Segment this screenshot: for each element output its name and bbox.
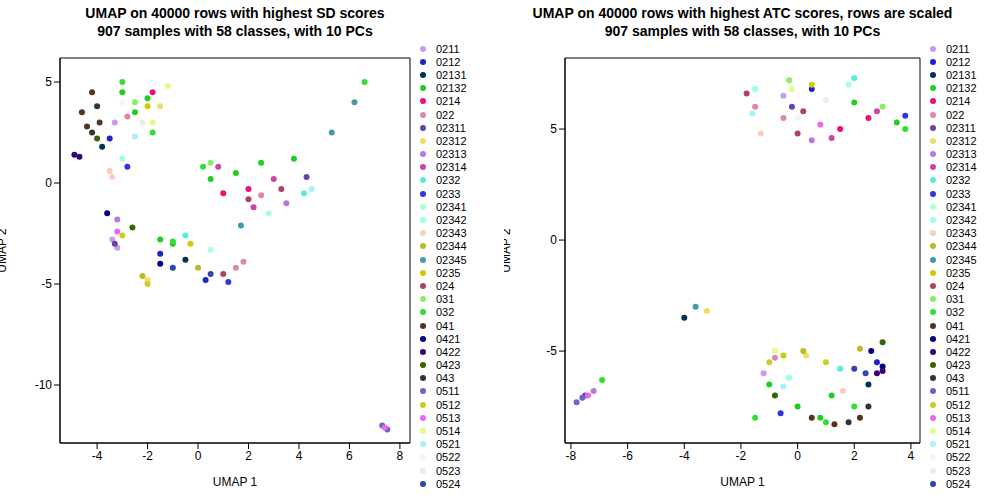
- html-text:043: 043: [946, 372, 965, 385]
- html-text:02311: 02311: [946, 121, 976, 134]
- svg-text:2: 2: [851, 449, 858, 463]
- svg-text:4: 4: [296, 449, 303, 463]
- html-text:0524: 0524: [436, 477, 461, 490]
- svg-text:-5: -5: [546, 344, 557, 358]
- svg-text:4: 4: [908, 449, 915, 463]
- html-text:02343: 02343: [946, 227, 977, 240]
- html-text:0513: 0513: [946, 411, 971, 424]
- html-text:0232: 0232: [436, 174, 461, 187]
- svg-text:-5: -5: [41, 277, 52, 291]
- html-text:0511: 0511: [436, 385, 460, 398]
- html-text:024: 024: [946, 280, 965, 292]
- svg-text:5: 5: [45, 75, 52, 89]
- html-text:02131: 02131: [436, 69, 467, 81]
- html-text:0523: 0523: [946, 464, 971, 477]
- svg-text:-4: -4: [92, 449, 103, 463]
- svg-text:0: 0: [794, 449, 801, 463]
- html-text:0214: 0214: [946, 95, 971, 108]
- html-text:02313: 02313: [946, 148, 977, 161]
- svg-text:5: 5: [550, 122, 557, 136]
- html-text:0211: 0211: [436, 42, 460, 55]
- html-text:907 samples with 58 classes, w: 907 samples with 58 classes, with 10 PCs: [97, 23, 373, 39]
- html-text:02314: 02314: [436, 161, 467, 174]
- html-text:0423: 0423: [946, 359, 971, 372]
- svg-text:0: 0: [195, 449, 202, 463]
- html-text:0514: 0514: [436, 425, 461, 437]
- html-text:0422: 0422: [436, 345, 461, 358]
- html-text:02341: 02341: [946, 200, 977, 213]
- html-text:02132: 02132: [946, 82, 977, 95]
- html-text:0233: 0233: [946, 187, 971, 200]
- html-text:907 samples with 58 classes, w: 907 samples with 58 classes, with 10 PCs: [604, 23, 881, 39]
- html-text:041: 041: [946, 319, 965, 332]
- html-text:031: 031: [436, 293, 455, 306]
- svg-text:UMAP 1: UMAP 1: [720, 475, 765, 489]
- html-text:031: 031: [946, 293, 965, 306]
- html-text:02314: 02314: [946, 161, 977, 174]
- html-text:0522: 0522: [436, 451, 461, 464]
- html-text:0421: 0421: [436, 332, 461, 345]
- html-text:UMAP on 40000 rows with highes: UMAP on 40000 rows with highest ATC scor…: [532, 5, 953, 21]
- html-text:0522: 0522: [946, 451, 971, 464]
- svg-text:-2: -2: [736, 449, 747, 463]
- html-text:022: 022: [946, 108, 965, 121]
- html-text:0511: 0511: [946, 385, 970, 398]
- html-text:0421: 0421: [946, 332, 971, 345]
- html-text:02341: 02341: [436, 200, 467, 213]
- html-text:02131: 02131: [946, 69, 977, 81]
- html-text:0521: 0521: [436, 438, 461, 451]
- html-text:022: 022: [436, 108, 455, 121]
- html-text:02342: 02342: [436, 214, 467, 226]
- html-text:0235: 0235: [436, 266, 461, 279]
- html-text:02312: 02312: [946, 134, 977, 147]
- html-text:043: 043: [436, 372, 455, 385]
- html-text:0521: 0521: [946, 438, 971, 451]
- html-text:0235: 0235: [946, 266, 971, 279]
- html-text:02344: 02344: [436, 240, 467, 253]
- html-text:02312: 02312: [436, 134, 467, 147]
- html-text:0212: 0212: [436, 55, 461, 68]
- svg-text:0: 0: [550, 233, 557, 247]
- html-text:0512: 0512: [436, 398, 461, 411]
- html-text:0422: 0422: [946, 345, 971, 358]
- svg-text:UMAP 1: UMAP 1: [213, 475, 258, 489]
- html-text:0514: 0514: [946, 425, 971, 437]
- html-text:02345: 02345: [436, 253, 467, 266]
- html-text:UMAP on 40000 rows with highes: UMAP on 40000 rows with highest SD score…: [85, 5, 385, 21]
- html-text:02344: 02344: [946, 240, 977, 253]
- html-text:0512: 0512: [946, 398, 971, 411]
- html-text:0524: 0524: [946, 477, 971, 490]
- html-text:0232: 0232: [946, 174, 971, 187]
- html-text:02343: 02343: [436, 227, 467, 240]
- html-text:024: 024: [436, 280, 455, 292]
- svg-text:-8: -8: [566, 449, 577, 463]
- html-text:02313: 02313: [436, 148, 467, 161]
- html-text:02132: 02132: [436, 82, 467, 95]
- html-text:0523: 0523: [436, 464, 461, 477]
- svg-text:UMAP 2: UMAP 2: [504, 228, 513, 273]
- html-text:0233: 0233: [436, 187, 461, 200]
- svg-text:-10: -10: [35, 378, 53, 392]
- html-text:0214: 0214: [436, 95, 461, 108]
- svg-text:UMAP 2: UMAP 2: [8, 228, 9, 273]
- svg-text:-6: -6: [622, 449, 633, 463]
- html-text:041: 041: [436, 319, 455, 332]
- html-text:02345: 02345: [946, 253, 977, 266]
- html-text:02342: 02342: [946, 214, 977, 226]
- html-text:0211: 0211: [946, 42, 970, 55]
- html-text:0513: 0513: [436, 411, 461, 424]
- html-text:02311: 02311: [436, 121, 466, 134]
- html-text:0423: 0423: [436, 359, 461, 372]
- svg-text:2: 2: [245, 449, 252, 463]
- html-text:032: 032: [436, 306, 455, 319]
- svg-text:6: 6: [346, 449, 353, 463]
- svg-text:-2: -2: [142, 449, 153, 463]
- svg-text:8: 8: [397, 449, 404, 463]
- svg-text:0: 0: [45, 176, 52, 190]
- html-text:032: 032: [946, 306, 965, 319]
- html-text:0212: 0212: [946, 55, 971, 68]
- svg-text:-4: -4: [679, 449, 690, 463]
